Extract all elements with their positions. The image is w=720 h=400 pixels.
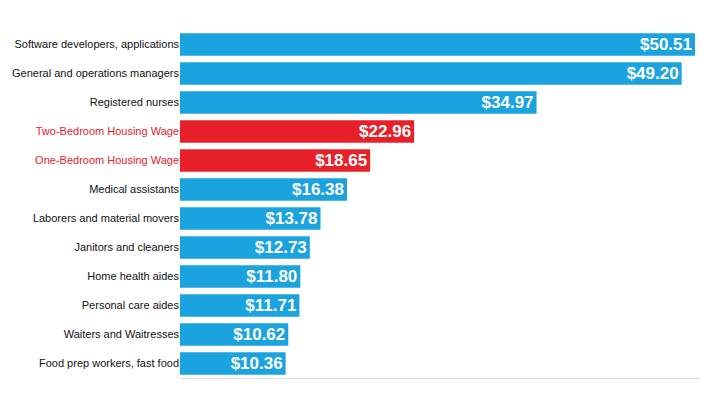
svg-text:$13.78: $13.78 — [266, 209, 318, 228]
svg-text:Personal care aides: Personal care aides — [82, 299, 180, 311]
svg-text:Food prep workers, fast food: Food prep workers, fast food — [39, 357, 179, 369]
svg-text:$34.97: $34.97 — [482, 93, 534, 112]
svg-text:$10.36: $10.36 — [231, 354, 283, 373]
svg-text:Two-Bedroom Housing Wage: Two-Bedroom Housing Wage — [36, 125, 179, 137]
svg-text:Home health aides: Home health aides — [87, 270, 179, 282]
svg-text:$10.62: $10.62 — [233, 325, 285, 344]
svg-text:Software developers, applicati: Software developers, applications — [15, 38, 180, 50]
svg-text:Waiters and Waitresses: Waiters and Waitresses — [64, 328, 180, 340]
svg-text:$16.38: $16.38 — [292, 180, 344, 199]
svg-text:$11.71: $11.71 — [245, 296, 296, 315]
svg-text:Registered nurses: Registered nurses — [90, 96, 180, 108]
svg-text:One-Bedroom Housing Wage: One-Bedroom Housing Wage — [35, 154, 179, 166]
svg-text:$18.65: $18.65 — [315, 151, 367, 170]
svg-text:$12.73: $12.73 — [255, 238, 307, 257]
svg-text:General and operations manager: General and operations managers — [12, 67, 179, 79]
svg-text:$22.96: $22.96 — [359, 122, 411, 141]
svg-text:Janitors and cleaners: Janitors and cleaners — [74, 241, 179, 253]
svg-text:$50.51: $50.51 — [640, 35, 692, 54]
svg-text:$49.20: $49.20 — [627, 64, 679, 83]
svg-text:Medical assistants: Medical assistants — [89, 183, 179, 195]
svg-text:Laborers and material movers: Laborers and material movers — [33, 212, 180, 224]
svg-text:$11.80: $11.80 — [246, 267, 297, 286]
